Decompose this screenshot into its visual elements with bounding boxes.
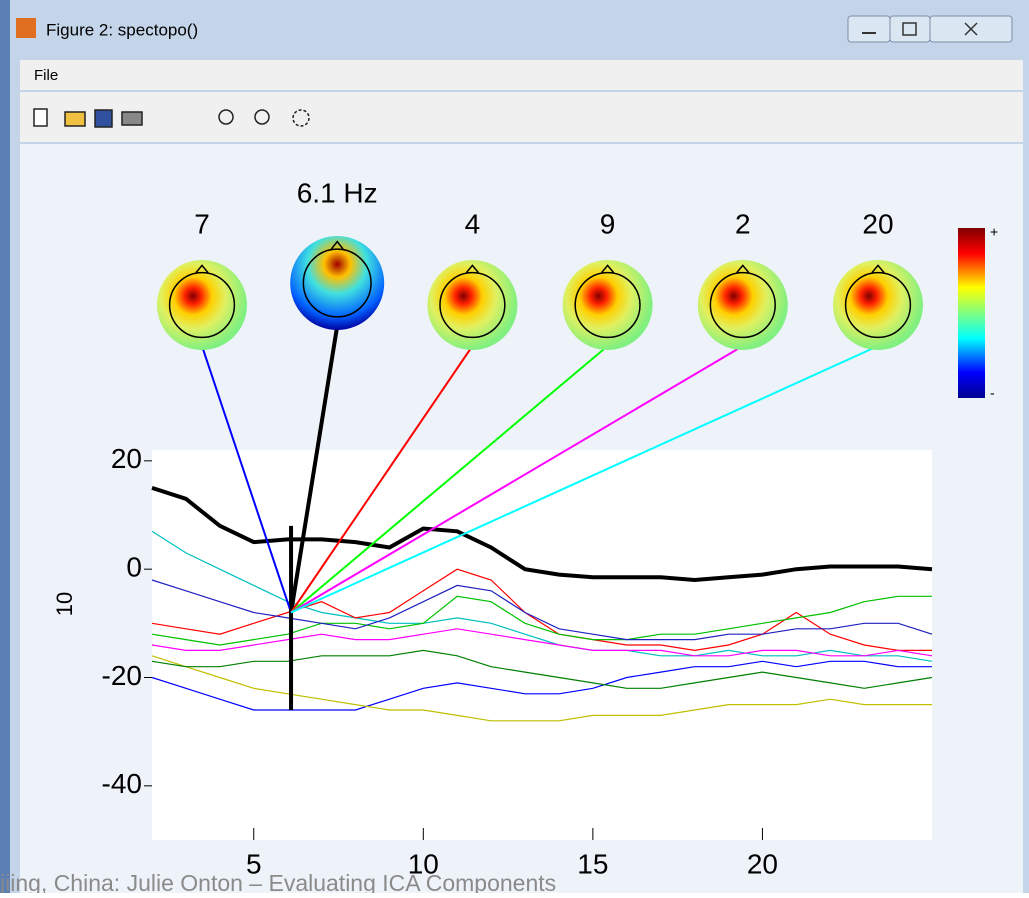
topoplot	[427, 260, 517, 350]
colorbar	[958, 228, 985, 398]
component-label: 9	[600, 208, 616, 239]
maximize-button[interactable]	[890, 16, 930, 42]
topoplot	[157, 260, 247, 350]
colorbar-label: -	[990, 385, 995, 401]
x-tick-label: 15	[577, 848, 608, 879]
footer-caption: jiing, China: Julie Onton – Evaluating I…	[0, 870, 556, 893]
component-label: 2	[735, 208, 751, 239]
y-tick-label: -20	[102, 660, 142, 691]
screen: Figure 2: spectopo() File 10 + - 20 0 -20 -…	[0, 0, 1029, 893]
print-button[interactable]	[122, 112, 142, 125]
y-axis-label: 10	[52, 592, 77, 616]
new-button[interactable]	[34, 109, 47, 126]
y-tick-label: -40	[102, 768, 142, 799]
menu-bar	[20, 60, 1023, 90]
component-label: 7	[194, 208, 210, 239]
menu-file[interactable]: File	[34, 67, 58, 84]
topoplot	[698, 260, 788, 350]
component-label: 20	[862, 208, 893, 239]
window-title: Figure 2: spectopo()	[46, 20, 198, 39]
component-label: 4	[465, 208, 481, 239]
y-tick-label: 20	[111, 443, 142, 474]
save-button[interactable]	[95, 110, 112, 127]
minimize-button[interactable]	[848, 16, 890, 42]
topoplot	[563, 260, 653, 350]
x-tick-label: 20	[747, 848, 778, 879]
app-icon	[16, 18, 36, 38]
y-tick-label: 0	[126, 552, 142, 583]
topoplot	[833, 260, 923, 350]
open-button[interactable]	[65, 112, 85, 126]
topoplot	[290, 236, 384, 330]
plot-area	[152, 450, 932, 840]
component-label: 6.1 Hz	[297, 177, 378, 208]
colorbar-label: +	[990, 224, 998, 240]
toolbar	[20, 92, 1023, 142]
